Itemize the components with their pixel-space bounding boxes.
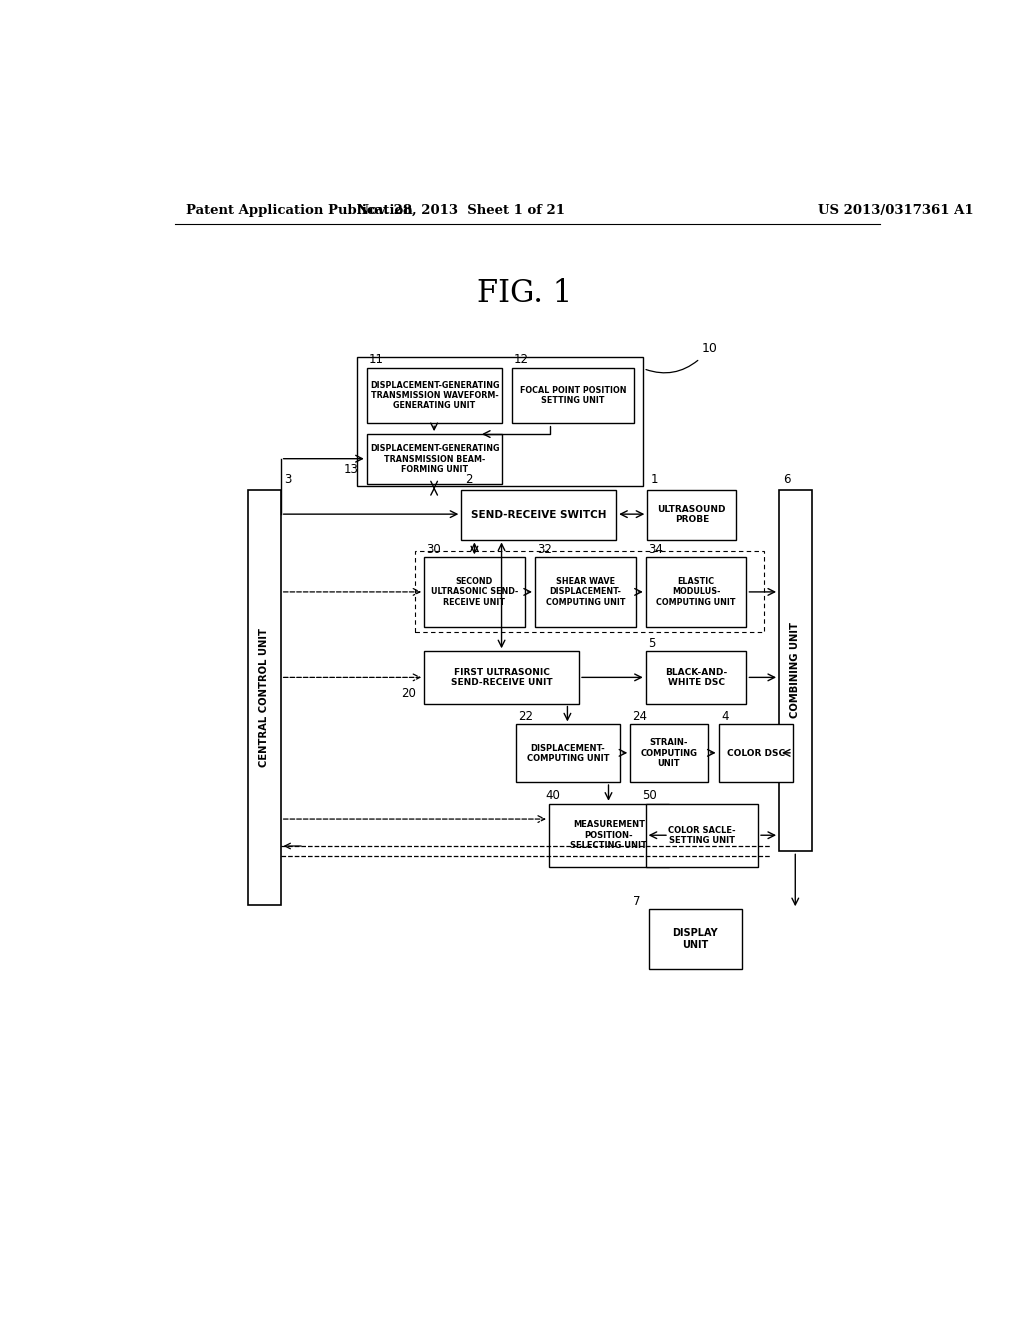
Text: 1: 1 bbox=[651, 473, 658, 486]
Bar bbox=[649, 909, 741, 969]
Bar bbox=[535, 557, 636, 627]
Text: 3: 3 bbox=[285, 473, 292, 486]
Text: 24: 24 bbox=[633, 710, 647, 723]
Text: 40: 40 bbox=[545, 789, 560, 803]
Bar bbox=[248, 490, 281, 906]
Bar bbox=[646, 557, 746, 627]
Text: Patent Application Publication: Patent Application Publication bbox=[186, 205, 413, 218]
Text: 7: 7 bbox=[633, 895, 641, 908]
Text: 22: 22 bbox=[518, 710, 532, 723]
Text: US 2013/0317361 A1: US 2013/0317361 A1 bbox=[818, 205, 974, 218]
Text: 2: 2 bbox=[465, 473, 473, 486]
Text: 32: 32 bbox=[538, 543, 552, 556]
Text: 20: 20 bbox=[400, 686, 416, 700]
Text: MEASUREMENT
POSITION-
SELECTING UNIT: MEASUREMENT POSITION- SELECTING UNIT bbox=[570, 820, 647, 850]
Bar bbox=[461, 490, 616, 540]
Bar bbox=[512, 368, 634, 424]
Text: 10: 10 bbox=[701, 342, 718, 355]
Text: ELASTIC
MODULUS-
COMPUTING UNIT: ELASTIC MODULUS- COMPUTING UNIT bbox=[656, 577, 736, 607]
Bar bbox=[415, 552, 764, 632]
Bar bbox=[719, 725, 793, 781]
Text: 13: 13 bbox=[343, 463, 358, 477]
Bar bbox=[646, 651, 746, 704]
Text: STRAIN-
COMPUTING
UNIT: STRAIN- COMPUTING UNIT bbox=[640, 738, 697, 768]
Text: 34: 34 bbox=[648, 543, 663, 556]
Text: Nov. 28, 2013  Sheet 1 of 21: Nov. 28, 2013 Sheet 1 of 21 bbox=[357, 205, 565, 218]
Text: 5: 5 bbox=[648, 636, 655, 649]
Bar bbox=[549, 804, 669, 867]
Text: 4: 4 bbox=[721, 710, 728, 723]
Text: FIRST ULTRASONIC
SEND-RECEIVE UNIT: FIRST ULTRASONIC SEND-RECEIVE UNIT bbox=[451, 668, 552, 688]
Bar bbox=[367, 368, 503, 424]
Bar bbox=[515, 725, 621, 781]
Bar bbox=[356, 358, 643, 487]
Text: FIG. 1: FIG. 1 bbox=[477, 277, 572, 309]
Bar bbox=[367, 434, 503, 484]
Text: 11: 11 bbox=[369, 354, 384, 367]
Text: BLACK-AND-
WHITE DSC: BLACK-AND- WHITE DSC bbox=[665, 668, 727, 688]
Text: 6: 6 bbox=[783, 473, 791, 486]
Text: DISPLACEMENT-GENERATING
TRANSMISSION WAVEFORM-
GENERATING UNIT: DISPLACEMENT-GENERATING TRANSMISSION WAV… bbox=[370, 380, 500, 411]
Text: SEND-RECEIVE SWITCH: SEND-RECEIVE SWITCH bbox=[471, 510, 606, 520]
Bar bbox=[647, 490, 736, 540]
Text: SECOND
ULTRASONIC SEND-
RECEIVE UNIT: SECOND ULTRASONIC SEND- RECEIVE UNIT bbox=[431, 577, 518, 607]
Bar bbox=[779, 490, 812, 851]
Bar bbox=[424, 651, 579, 704]
Text: COMBINING UNIT: COMBINING UNIT bbox=[791, 623, 801, 718]
Text: CENTRAL CONTROL UNIT: CENTRAL CONTROL UNIT bbox=[259, 628, 269, 767]
Bar bbox=[630, 725, 708, 781]
Text: ULTRASOUND
PROBE: ULTRASOUND PROBE bbox=[657, 504, 726, 524]
Text: 30: 30 bbox=[426, 543, 441, 556]
Bar bbox=[646, 804, 758, 867]
Text: DISPLACEMENT-GENERATING
TRANSMISSION BEAM-
FORMING UNIT: DISPLACEMENT-GENERATING TRANSMISSION BEA… bbox=[370, 445, 500, 474]
Text: SHEAR WAVE
DISPLACEMENT-
COMPUTING UNIT: SHEAR WAVE DISPLACEMENT- COMPUTING UNIT bbox=[546, 577, 625, 607]
Text: DISPLAY
UNIT: DISPLAY UNIT bbox=[673, 928, 718, 950]
Text: FOCAL POINT POSITION
SETTING UNIT: FOCAL POINT POSITION SETTING UNIT bbox=[519, 385, 626, 405]
Text: DISPLACEMENT-
COMPUTING UNIT: DISPLACEMENT- COMPUTING UNIT bbox=[526, 743, 609, 763]
Bar bbox=[424, 557, 524, 627]
Text: 12: 12 bbox=[514, 354, 529, 367]
Text: COLOR DSC: COLOR DSC bbox=[727, 748, 784, 758]
Text: COLOR SACLE-
SETTING UNIT: COLOR SACLE- SETTING UNIT bbox=[668, 825, 735, 845]
Text: 50: 50 bbox=[642, 789, 656, 803]
